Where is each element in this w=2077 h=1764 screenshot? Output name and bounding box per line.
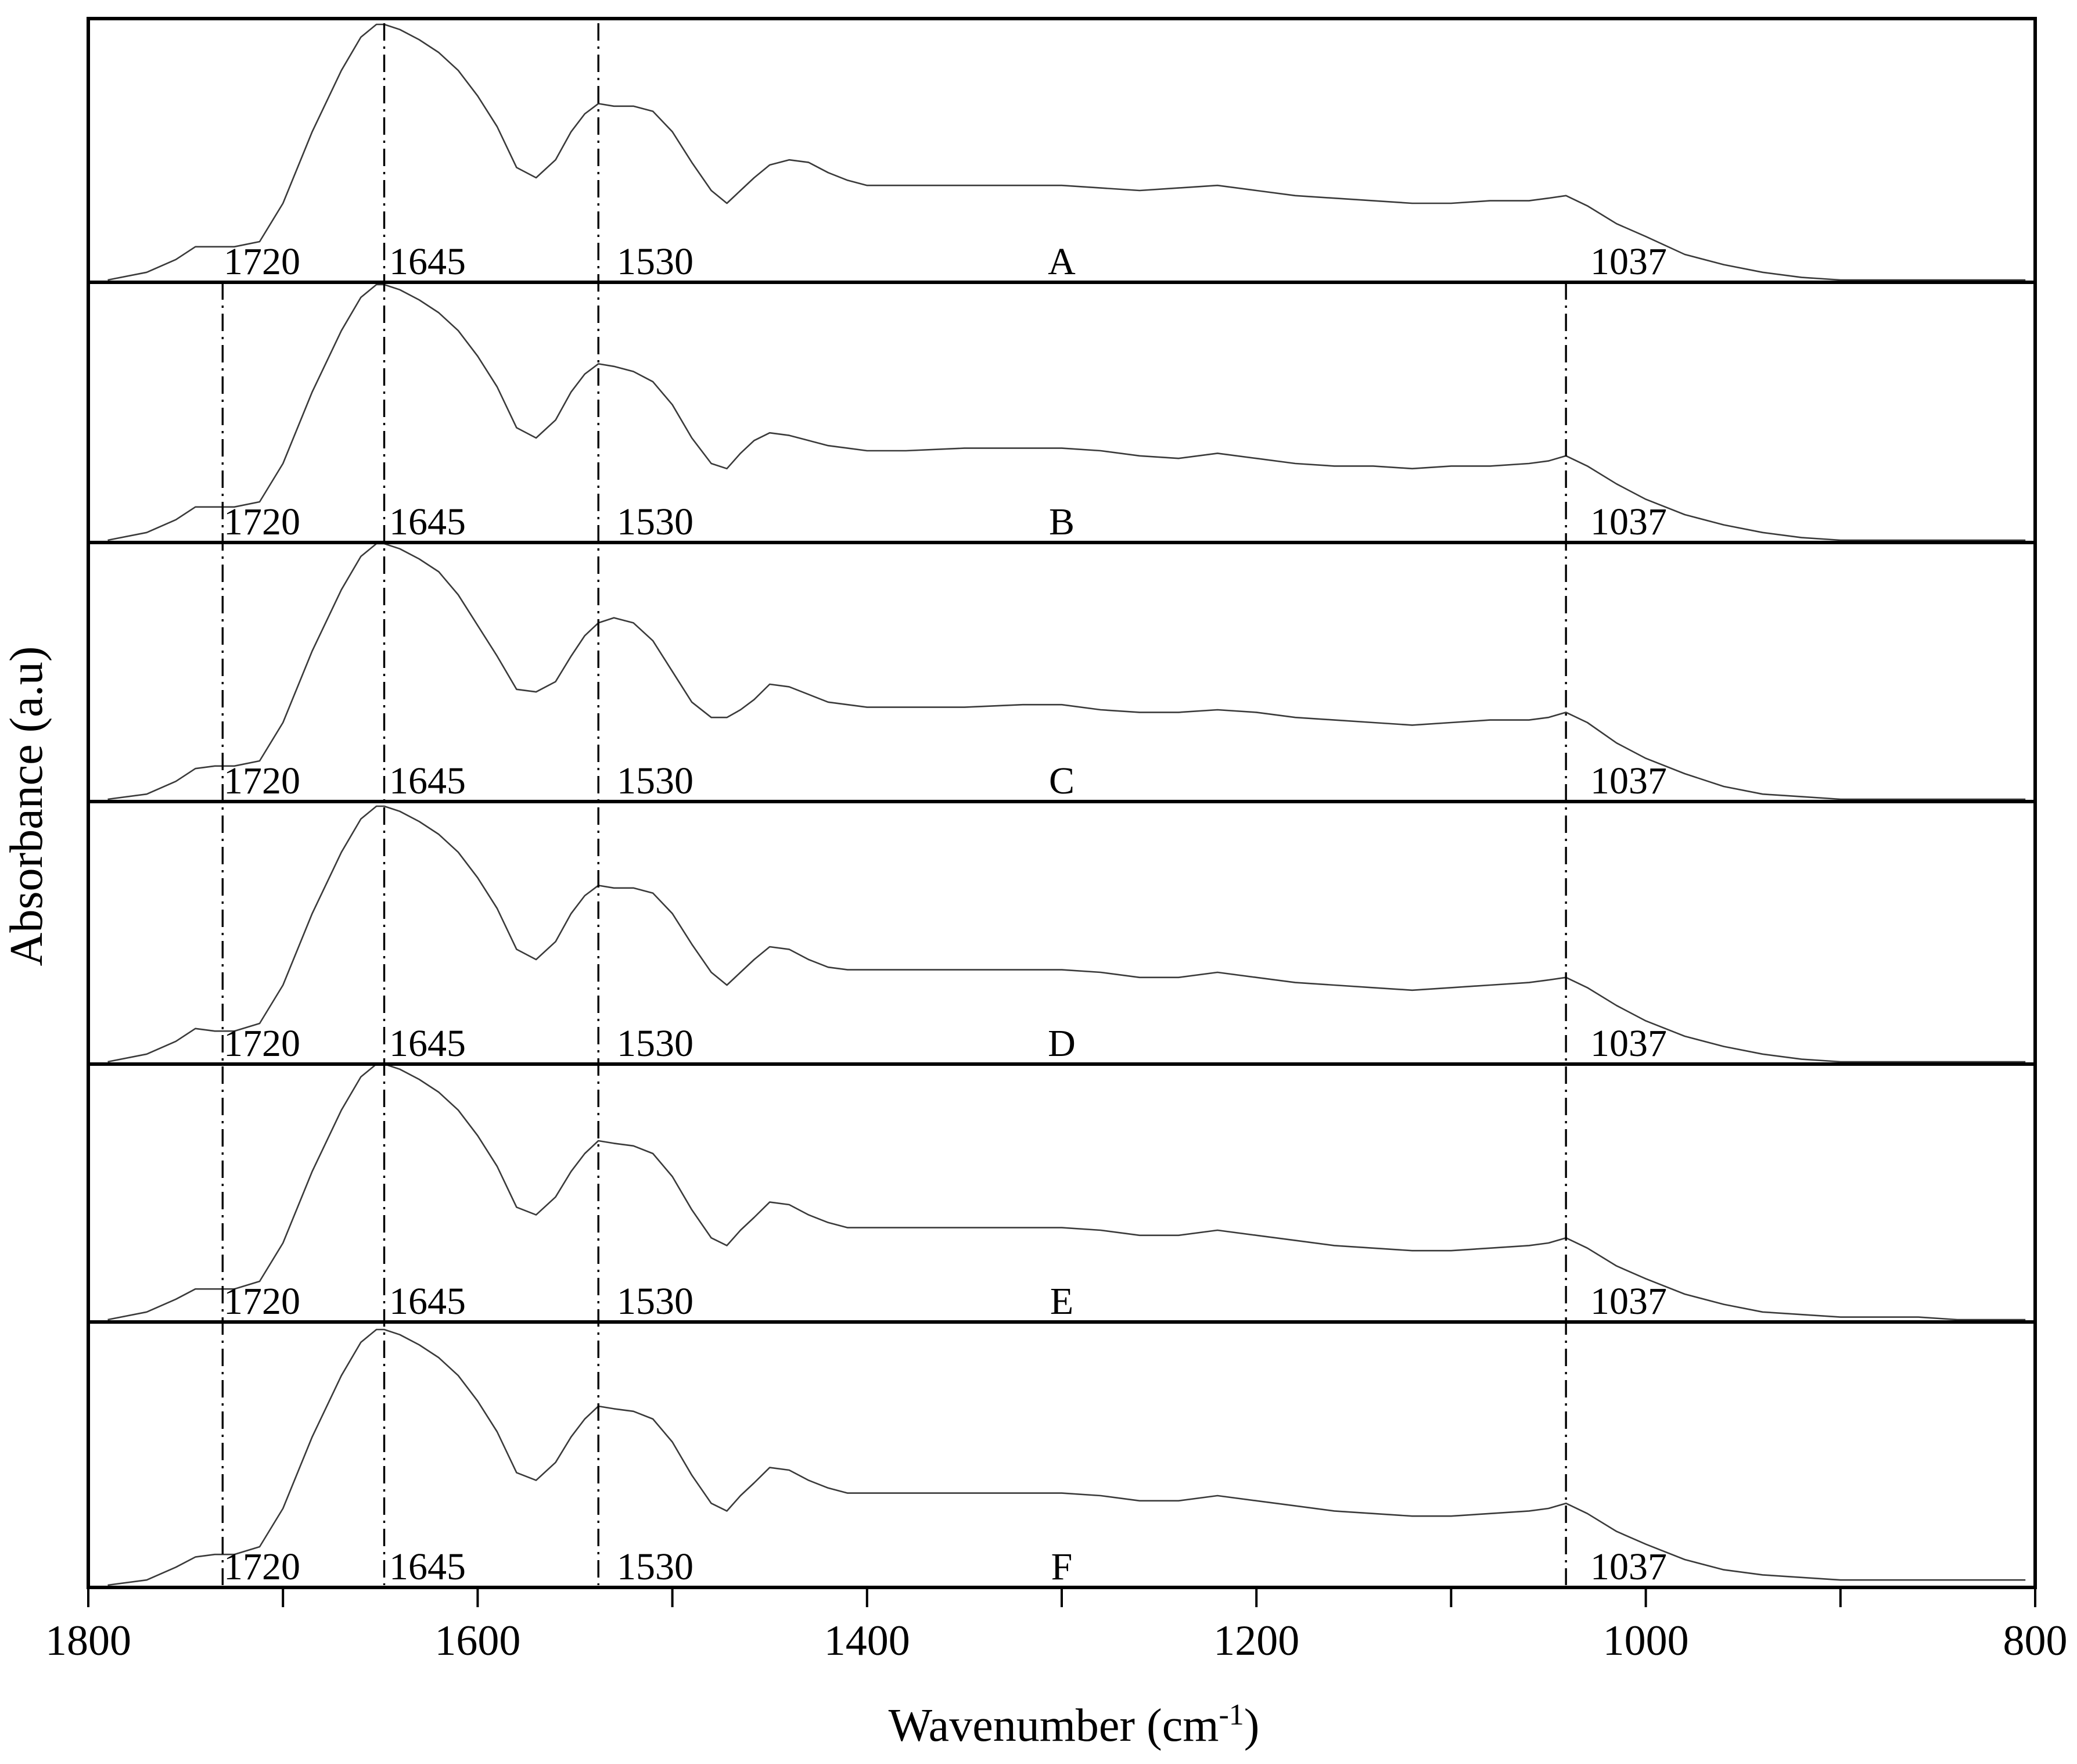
peak-label-1530: 1530 bbox=[617, 760, 693, 802]
peak-label-1037: 1037 bbox=[1590, 760, 1667, 802]
peak-label-1645: 1645 bbox=[389, 240, 466, 283]
x-tick-label: 1200 bbox=[1213, 1617, 1299, 1665]
peak-label-1037: 1037 bbox=[1590, 1022, 1667, 1065]
spectrum-line-f bbox=[107, 1328, 2026, 1586]
panel-separators-layer bbox=[88, 281, 2035, 1324]
peak-label-1720: 1720 bbox=[224, 760, 300, 802]
spectrum-line-b bbox=[107, 283, 2026, 541]
x-axis-title: Wavenumber (cm-1) bbox=[889, 1698, 1260, 1751]
peak-label-1720: 1720 bbox=[224, 1280, 300, 1323]
x-tick-label: 1600 bbox=[434, 1617, 520, 1665]
peak-label-1720: 1720 bbox=[224, 1546, 300, 1588]
peak-label-1720: 1720 bbox=[224, 240, 300, 283]
x-tick-label: 1000 bbox=[1603, 1617, 1689, 1665]
x-tick-label: 1400 bbox=[824, 1617, 910, 1665]
peak-label-1645: 1645 bbox=[389, 1280, 466, 1323]
peak-label-1530: 1530 bbox=[617, 1546, 693, 1588]
spectrum-line-a bbox=[107, 23, 2026, 281]
peak-label-1645: 1645 bbox=[389, 1022, 466, 1065]
peak-label-1720: 1720 bbox=[224, 1022, 300, 1065]
panel-label-c: C bbox=[1049, 760, 1075, 802]
peak-label-1645: 1645 bbox=[389, 1546, 466, 1588]
x-axis-ticks: 1800 1600 1400 1200 1000 800 bbox=[45, 1587, 2068, 1665]
x-tick-label: 800 bbox=[2003, 1617, 2068, 1665]
peak-label-1530: 1530 bbox=[617, 240, 693, 283]
x-tick-label: 1800 bbox=[45, 1617, 131, 1665]
panel-label-d: D bbox=[1048, 1022, 1076, 1065]
panel-label-f: F bbox=[1051, 1546, 1073, 1588]
peak-label-1037: 1037 bbox=[1590, 240, 1667, 283]
spectrum-line-d bbox=[107, 805, 2026, 1063]
peak-label-1037: 1037 bbox=[1590, 1280, 1667, 1323]
peak-label-1037: 1037 bbox=[1590, 1546, 1667, 1588]
peak-label-1530: 1530 bbox=[617, 1022, 693, 1065]
panel-label-a: A bbox=[1048, 240, 1076, 283]
panel-label-e: E bbox=[1050, 1280, 1073, 1323]
peak-label-1645: 1645 bbox=[389, 760, 466, 802]
peak-label-1530: 1530 bbox=[617, 501, 693, 543]
peak-label-1645: 1645 bbox=[389, 501, 466, 543]
peak-label-1720: 1720 bbox=[224, 501, 300, 543]
peak-label-1037: 1037 bbox=[1590, 501, 1667, 543]
panel-label-b: B bbox=[1049, 501, 1075, 543]
y-axis-title: Absorbance (a.u) bbox=[1, 646, 52, 967]
peak-label-1530: 1530 bbox=[617, 1280, 693, 1323]
panel-labels-layer: 1720 1645 1530 1037 A 1720 1645 1530 1037 B 1720 16… bbox=[224, 240, 1667, 1588]
